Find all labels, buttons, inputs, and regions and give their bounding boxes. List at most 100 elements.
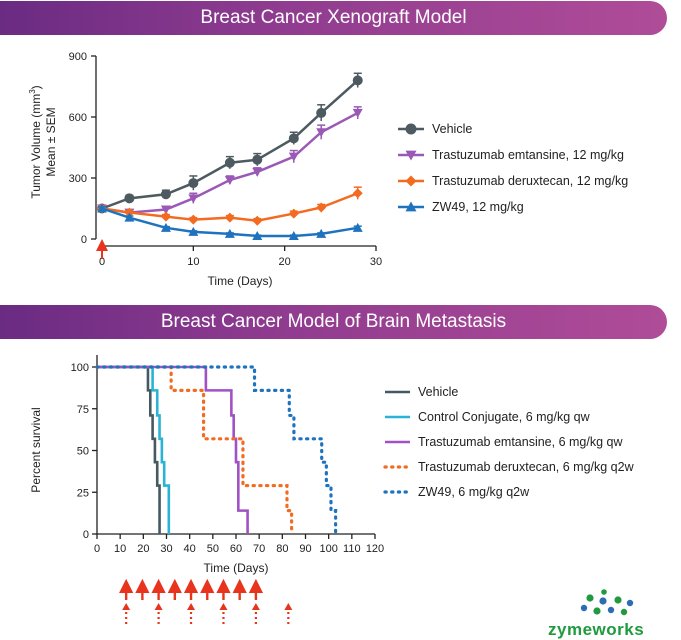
top-data-point xyxy=(224,176,235,186)
top-data-point xyxy=(160,211,171,222)
bottom-survival-curve xyxy=(97,365,249,534)
top-data-point xyxy=(124,212,135,222)
top-legend-marker xyxy=(405,150,417,161)
bottom-survival-curve xyxy=(97,365,161,534)
top-data-point xyxy=(160,222,171,232)
top-data-point xyxy=(124,193,135,204)
top-data-point xyxy=(288,208,299,219)
bottom-x-axis-label: Time (Days) xyxy=(204,561,269,575)
bottom-x-tick-label: 80 xyxy=(276,543,288,555)
top-legend-label: Trastuzumab deruxtecan, 12 mg/kg xyxy=(432,174,628,188)
bottom-x-tick-label: 100 xyxy=(319,543,337,555)
bottom-chart-banner: Breast Cancer Model of Brain Metastasis xyxy=(0,305,667,339)
bottom-legend-label: Control Conjugate, 6 mg/kg qw xyxy=(418,410,591,424)
bottom-chart-title: Breast Cancer Model of Brain Metastasis xyxy=(160,311,507,332)
top-y-tick-label: 900 xyxy=(69,51,87,63)
top-data-point xyxy=(352,188,363,199)
top-data-point xyxy=(97,203,107,213)
top-x-tick-label: 30 xyxy=(370,256,382,268)
bottom-survival-curve xyxy=(95,365,294,536)
top-y-axis-label-line2: Mean ± SEM xyxy=(44,107,58,176)
bottom-x-tick-label: 20 xyxy=(137,543,149,555)
top-data-point xyxy=(252,154,263,165)
top-data-point xyxy=(252,230,263,240)
top-x-tick-label: 10 xyxy=(187,256,199,268)
top-data-point xyxy=(288,152,299,162)
top-y-tick-label: 600 xyxy=(69,112,87,124)
top-x-tick-label: 0 xyxy=(99,256,105,268)
top-data-point xyxy=(316,128,327,138)
top-data-point xyxy=(252,167,263,177)
logo-dot xyxy=(626,599,634,607)
top-legend-label: ZW49, 12 mg/kg xyxy=(432,200,524,214)
top-data-point xyxy=(160,205,171,215)
bottom-y-tick-label: 0 xyxy=(83,529,89,541)
logo-dot xyxy=(580,604,588,612)
top-chart-banner: Breast Cancer Xenograft Model xyxy=(0,1,667,35)
top-data-point xyxy=(252,215,263,226)
zymeworks-logo: zymeworks xyxy=(548,620,645,639)
bottom-legend-label: Trastuzumab deruxtecan, 6 mg/kg q2w xyxy=(418,460,635,474)
bottom-x-tick-label: 70 xyxy=(253,543,265,555)
top-data-point xyxy=(224,228,235,238)
top-data-point xyxy=(316,107,327,118)
bottom-y-tick-label: 25 xyxy=(77,487,89,499)
top-data-point xyxy=(188,214,199,225)
bottom-x-tick-label: 60 xyxy=(230,543,242,555)
survival-chart: Time (Days) Percent survival xyxy=(29,407,268,575)
logo-dot xyxy=(601,589,607,595)
logo-dot xyxy=(614,596,622,604)
top-data-point xyxy=(188,194,199,204)
logo-dot xyxy=(620,608,628,616)
top-data-point xyxy=(352,75,363,86)
top-data-point xyxy=(124,207,135,218)
bottom-y-tick-label: 50 xyxy=(77,446,89,458)
top-x-tick-label: 20 xyxy=(279,256,291,268)
bottom-x-tick-label: 50 xyxy=(207,543,219,555)
top-x-axis-label: Time (Days) xyxy=(208,274,273,288)
logo-dot xyxy=(586,594,594,602)
bottom-survival-curve xyxy=(97,365,171,534)
q2w-dosing-arrowhead xyxy=(122,603,131,610)
q2w-dosing-arrowhead xyxy=(187,603,196,610)
bottom-x-tick-label: 120 xyxy=(366,543,384,555)
bottom-x-tick-label: 40 xyxy=(184,543,196,555)
top-legend-label: Vehicle xyxy=(432,122,472,136)
top-y-tick-label: 300 xyxy=(69,173,87,185)
bottom-x-tick-label: 30 xyxy=(160,543,172,555)
top-data-point xyxy=(352,222,363,232)
top-data-point xyxy=(288,133,299,144)
bottom-y-axis-label: Percent survival xyxy=(29,407,43,492)
bottom-x-tick-label: 90 xyxy=(299,543,311,555)
top-data-point xyxy=(188,178,199,189)
top-data-point xyxy=(224,157,235,168)
q2w-dosing-arrowhead xyxy=(284,603,293,610)
bottom-x-tick-label: 0 xyxy=(94,543,100,555)
q2w-dosing-arrowhead xyxy=(251,603,260,610)
top-legend-marker xyxy=(405,175,417,187)
bottom-legend-label: Trastuzumab emtansine, 6 mg/kg qw xyxy=(418,435,623,449)
bottom-y-tick-label: 75 xyxy=(77,404,89,416)
xenograft-chart: Time (Days) Tumor Volume (mm3) Mean ± SE… xyxy=(28,85,272,288)
bottom-x-tick-label: 10 xyxy=(114,543,126,555)
top-series-line xyxy=(101,79,359,210)
bottom-legend-label: Vehicle xyxy=(418,385,458,399)
bottom-y-tick-label: 100 xyxy=(71,362,89,374)
top-legend-label: Trastuzumab emtansine, 12 mg/kg xyxy=(432,148,624,162)
logo-dot xyxy=(599,597,607,605)
top-legend-marker xyxy=(405,201,417,212)
bottom-survival-curve xyxy=(95,365,338,536)
logo-dot xyxy=(593,607,601,615)
top-data-point xyxy=(160,189,171,200)
top-y-tick-label: 0 xyxy=(81,234,87,246)
top-data-point xyxy=(288,230,299,240)
top-y-axis-label-line1: Tumor Volume (mm3) xyxy=(28,85,43,198)
top-data-point xyxy=(224,212,235,223)
top-chart-title: Breast Cancer Xenograft Model xyxy=(200,7,467,28)
logo-dot xyxy=(607,606,615,614)
q2w-dosing-arrowhead xyxy=(154,603,163,610)
top-data-point xyxy=(316,228,327,238)
top-data-point xyxy=(188,226,199,236)
